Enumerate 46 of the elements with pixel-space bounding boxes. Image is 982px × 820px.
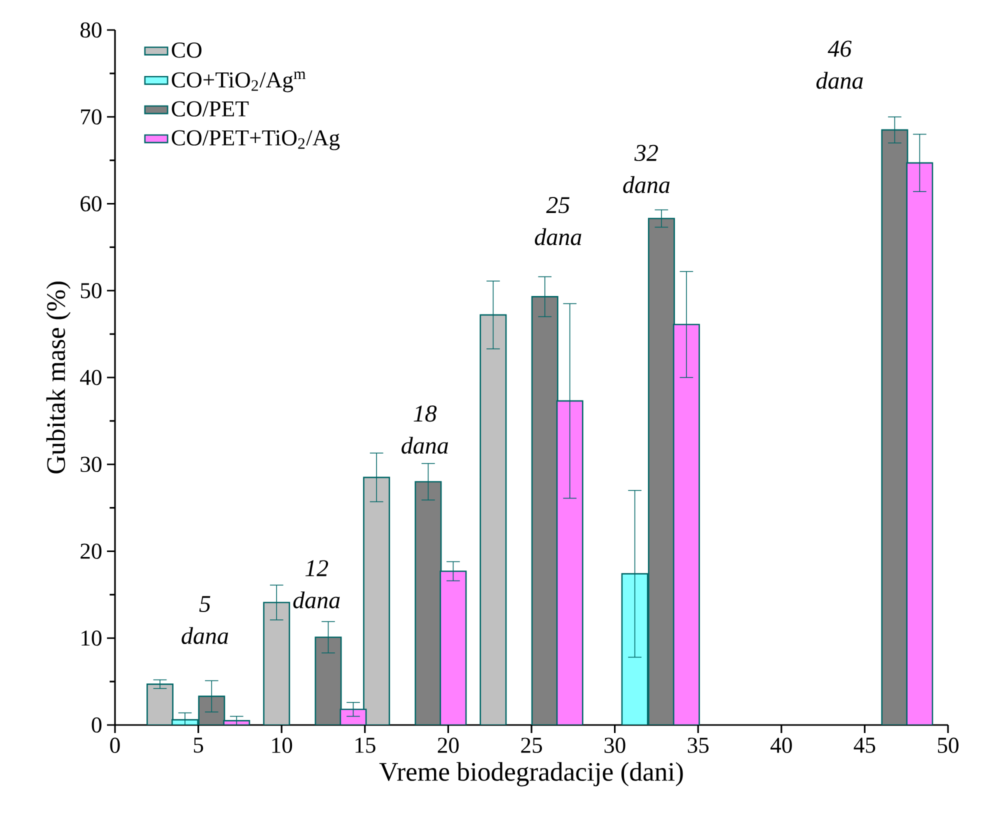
y-tick-label: 20 [80, 544, 102, 559]
x-tick-label: 20 [438, 738, 459, 753]
bar [314, 636, 342, 725]
bar [440, 570, 467, 725]
legend-label: CO+TiO$_{2}$/Ag$^{m}$ [172, 72, 306, 92]
x-tick-label: 40 [770, 738, 792, 753]
x-tick-label: 5 [194, 738, 204, 753]
y-tick-label: 10 [82, 630, 102, 646]
y-tick-label: 80 [80, 22, 102, 38]
bar [340, 708, 367, 725]
bar [556, 400, 584, 725]
x-tick-label: 10 [272, 738, 292, 753]
y-tick-label: 60 [80, 196, 102, 212]
bar [363, 476, 390, 725]
y-tick-label: 50 [80, 282, 102, 298]
bar [648, 218, 675, 725]
y-tick-label: 0 [92, 717, 102, 733]
annotation: 32 dana [623, 144, 670, 194]
bar [906, 162, 934, 725]
bar [480, 314, 507, 725]
bar [881, 129, 908, 725]
legend-label: CO [172, 42, 202, 58]
y-axis-title: Gubitak mase (%) [46, 282, 71, 474]
y-tick-label: 70 [81, 109, 102, 125]
x-axis-title: Vreme biodegradacije (dani) [379, 762, 683, 786]
bar [263, 602, 290, 725]
x-tick-label: 0 [110, 738, 120, 753]
y-tick-label: 40 [80, 370, 102, 386]
annotation: 25 dana [534, 197, 582, 246]
x-tick-label: 30 [604, 738, 626, 753]
x-tick-label: 50 [938, 738, 958, 753]
x-tick-label: 35 [688, 738, 709, 753]
bar [672, 324, 700, 725]
bar [414, 481, 442, 725]
annotation: 46 dana [816, 40, 863, 89]
x-tick-label: 45 [854, 738, 876, 753]
annotation: 12 dana [293, 560, 340, 608]
x-tick-label: 15 [356, 738, 376, 753]
annotation: 18 dana [402, 406, 448, 454]
annotation: 5 dana [182, 596, 228, 644]
bar [146, 684, 174, 725]
bar [531, 296, 558, 725]
legend-label: CO/PET [172, 101, 249, 117]
legend-label: CO/PET+TiO$_{2}$/Ag [172, 130, 340, 150]
y-tick-label: 30 [80, 456, 102, 472]
x-tick-label: 25 [521, 738, 542, 753]
